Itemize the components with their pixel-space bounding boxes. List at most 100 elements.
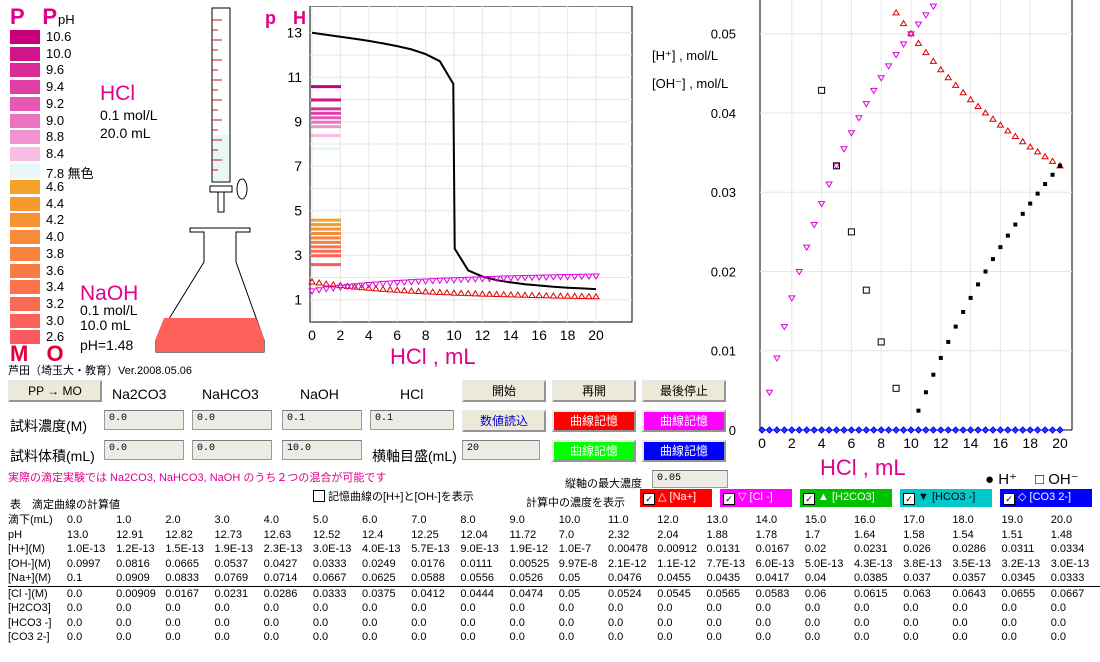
table-cell: 0.0 bbox=[804, 602, 821, 615]
read-values-button[interactable]: 数値読込 bbox=[462, 410, 546, 432]
resume-button[interactable]: 再開 bbox=[552, 380, 636, 402]
pp-mo-button[interactable]: PP → MO bbox=[8, 380, 102, 402]
na-marker bbox=[379, 285, 387, 292]
table-cell: 0.0667 bbox=[312, 572, 347, 585]
cl-marker bbox=[528, 274, 536, 282]
co3-marker bbox=[951, 426, 960, 434]
mo-scale-swatch bbox=[10, 196, 40, 211]
pp-scale-swatch bbox=[10, 130, 40, 145]
table-cell: 0.0 bbox=[903, 602, 919, 615]
table-cell: 1.51 bbox=[1001, 528, 1023, 541]
co3-marker bbox=[884, 426, 893, 434]
conc-xtick-label: 10 bbox=[903, 435, 919, 451]
conc-ytick-label: 0.05 bbox=[711, 27, 736, 42]
nahco3-vol-field[interactable]: 0.0 bbox=[192, 440, 272, 460]
show-memory-checkbox[interactable]: 記憶曲線の[H+]と[OH-]を表示 bbox=[310, 489, 474, 507]
na-marker bbox=[989, 115, 997, 122]
table-cell: 0.0 bbox=[952, 616, 968, 629]
max-conc-field[interactable]: 0.05 bbox=[652, 470, 728, 488]
conc-chart-ylabel-h: [H⁺] , mol/L bbox=[652, 48, 719, 63]
co3-marker bbox=[907, 426, 915, 434]
legend-checkbox-0[interactable]: ✓ △ [Na+] bbox=[640, 489, 712, 507]
ph-ytick-label: 7 bbox=[294, 158, 302, 174]
h-marker bbox=[923, 390, 928, 395]
titration-apparatus bbox=[155, 7, 265, 353]
pp-scale-swatch bbox=[10, 46, 40, 61]
table-cell: 0.0 bbox=[854, 616, 870, 629]
na-marker bbox=[981, 109, 990, 116]
table-cell: 0.0714 bbox=[263, 572, 298, 585]
co3-marker bbox=[929, 426, 938, 434]
h-marker bbox=[1058, 163, 1062, 168]
x-axis-scale-field[interactable]: 20 bbox=[462, 440, 540, 460]
cl-marker bbox=[478, 276, 487, 283]
table-cell: 0.05 bbox=[558, 572, 581, 585]
na-marker bbox=[478, 290, 487, 297]
co3-marker bbox=[981, 426, 990, 434]
co3-marker bbox=[959, 426, 967, 434]
table-cell: 0.0 bbox=[66, 602, 83, 615]
cl-marker bbox=[450, 277, 458, 284]
na-marker bbox=[315, 279, 323, 286]
row-label: [H2CO3] bbox=[8, 602, 51, 615]
co3-marker bbox=[944, 426, 952, 434]
table-cell: 9.0E-13 bbox=[460, 543, 499, 556]
table-row: pH 13.0 12.91 12.82 12.73 12.63 12.52 12.4 12.25… bbox=[8, 528, 1100, 543]
cl-marker bbox=[521, 274, 529, 282]
cl-marker bbox=[907, 31, 915, 38]
pp-scale-label: 9.2 bbox=[46, 95, 65, 111]
ph-xtick-label: 8 bbox=[422, 327, 430, 343]
cl-marker bbox=[435, 277, 444, 285]
table-cell: 0.0643 bbox=[952, 585, 1002, 601]
na-marker bbox=[556, 292, 565, 299]
na-marker bbox=[322, 279, 331, 287]
table-cell: 12.63 bbox=[263, 528, 292, 541]
table-row: [HCO3 -] 0.0 0.0 0.0 0.0 0.0 0.0 0.0 0.0 0.0 0.0 0.… bbox=[8, 616, 1100, 631]
na-marker bbox=[563, 292, 572, 299]
cl-marker bbox=[357, 282, 366, 290]
h-marker bbox=[1020, 211, 1025, 216]
table-cell: 0.0 bbox=[214, 602, 230, 615]
mo-scale-swatch bbox=[10, 230, 40, 245]
na-marker bbox=[966, 95, 975, 103]
table-cell: 1.54 bbox=[952, 528, 974, 541]
cl-marker bbox=[854, 115, 863, 122]
cl-marker bbox=[485, 275, 494, 283]
na2co3-vol-field[interactable]: 0.0 bbox=[104, 440, 184, 460]
co3-marker bbox=[840, 426, 848, 434]
curve-memory-green-button[interactable]: 曲線記憶 bbox=[552, 440, 636, 462]
pp-scale-label: 10.6 bbox=[46, 29, 72, 44]
conc-ytick-label: 0.03 bbox=[711, 185, 736, 200]
na-marker bbox=[435, 288, 444, 295]
titrant-vol: 20.0 mL bbox=[100, 125, 151, 141]
table-cell: 0.0385 bbox=[854, 572, 888, 585]
sample-conc: 0.1 mol/L bbox=[80, 302, 138, 318]
final-stop-button[interactable]: 最後停止 bbox=[642, 380, 726, 402]
legend-checkbox-4[interactable]: ✓ ◇ [CO3 2-] bbox=[1000, 489, 1092, 507]
curve-memory-magenta-button[interactable]: 曲線記憶 bbox=[642, 410, 726, 432]
table-cell: 0.0 bbox=[165, 616, 181, 629]
pp-scale-label: 9.6 bbox=[46, 62, 65, 78]
table-cell: 0.0 bbox=[706, 616, 722, 629]
table-cell: 0.0167 bbox=[165, 585, 215, 601]
na-marker bbox=[521, 291, 529, 298]
na-marker bbox=[577, 292, 586, 300]
nahco3-conc-field[interactable]: 0.0 bbox=[192, 410, 272, 430]
naoh-vol-field[interactable]: 10.0 bbox=[282, 440, 362, 460]
checkbox-checked-icon: ✓ bbox=[803, 493, 815, 505]
na-marker bbox=[308, 277, 316, 285]
pp-title: P P bbox=[10, 4, 64, 29]
curve-memory-red-button[interactable]: 曲線記憶 bbox=[552, 410, 636, 432]
table-cell: 0.0667 bbox=[1050, 585, 1100, 601]
na2co3-conc-field[interactable]: 0.0 bbox=[104, 410, 184, 430]
start-button[interactable]: 開始 bbox=[462, 380, 546, 402]
curve-memory-blue-button[interactable]: 曲線記憶 bbox=[642, 440, 726, 462]
naoh-conc-field[interactable]: 0.1 bbox=[282, 410, 362, 430]
legend-checkbox-3[interactable]: ✓ ▼ [HCO3 -] bbox=[900, 489, 992, 507]
cl-marker bbox=[386, 280, 394, 287]
hcl-conc-field[interactable]: 0.1 bbox=[370, 410, 454, 430]
h-marker bbox=[1028, 201, 1033, 206]
conc-chart-xlabel: HCl , mL bbox=[820, 455, 906, 480]
legend-checkbox-1[interactable]: ✓ ▽ [Cl -] bbox=[720, 489, 792, 507]
legend-checkbox-2[interactable]: ✓ ▲ [H2CO3] bbox=[800, 489, 892, 507]
